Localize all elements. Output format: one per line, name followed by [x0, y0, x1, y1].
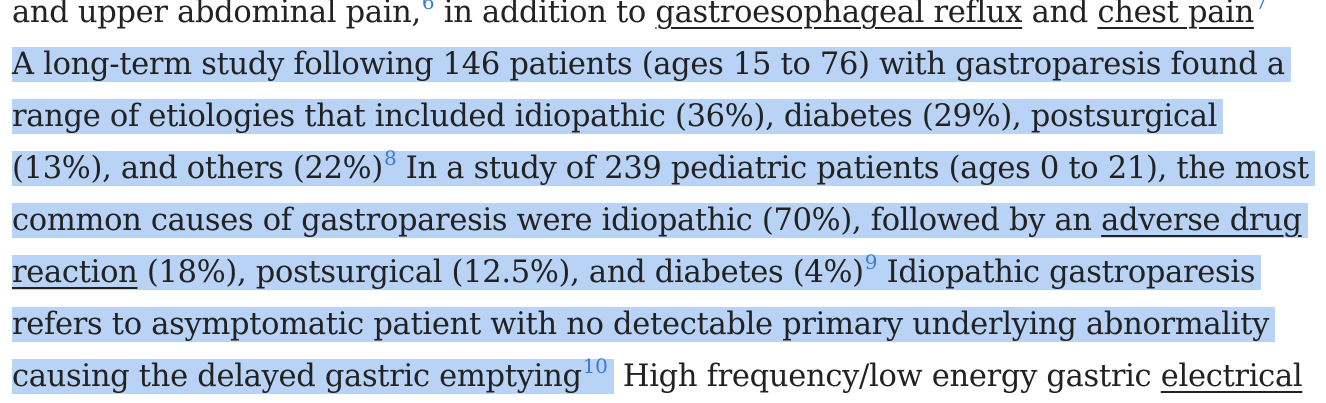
link-chest-pain[interactable]: chest pain	[1097, 0, 1254, 30]
reference-link-10[interactable]: 10	[582, 354, 608, 378]
reference-link-9[interactable]: 9	[864, 250, 878, 274]
link-adverse-drug-reaction-cont[interactable]: reaction	[12, 255, 138, 290]
paragraph-line-5: common causes of gastroparesis were idio…	[12, 195, 1312, 247]
text-run: In a study of 239 pediatric patients (ag…	[396, 151, 1309, 186]
selected-text: range of etiologies that included idiopa…	[12, 99, 1224, 134]
paragraph-line-4: (13%), and others (22%)8 In a study of 2…	[12, 143, 1315, 195]
selected-text: (13%), and others (22%)8 In a study of 2…	[12, 148, 1315, 186]
selected-text: refers to asymptomatic patient with no d…	[12, 307, 1276, 342]
text-run: common causes of gastroparesis were idio…	[12, 203, 1102, 238]
paragraph-line-2: A long-term study following 146 patients…	[12, 39, 1312, 91]
selected-text: reaction (18%), postsurgical (12.5%), an…	[12, 252, 1262, 290]
paragraph-line-8: causing the delayed gastric emptying10 H…	[12, 351, 1312, 403]
reference-link-8[interactable]: 8	[383, 146, 397, 170]
text-run: High frequency/low energy gastric	[613, 359, 1161, 394]
paragraph-line-7: refers to asymptomatic patient with no d…	[12, 299, 1312, 351]
paragraph-line-1: and upper abdominal pain,6 in addition t…	[12, 0, 1312, 39]
text-run: (18%), postsurgical (12.5%), and diabete…	[137, 255, 864, 290]
article-body: and upper abdominal pain,6 in addition t…	[12, 0, 1315, 403]
selected-text: common causes of gastroparesis were idio…	[12, 203, 1308, 238]
text-run: (13%), and others (22%)	[12, 151, 383, 186]
selected-text: A long-term study following 146 patients…	[12, 47, 1291, 82]
link-gastroesophageal-reflux[interactable]: gastroesophageal reflux	[655, 0, 1023, 30]
paragraph-line-3: range of etiologies that included idiopa…	[12, 91, 1312, 143]
text-run: and	[1022, 0, 1098, 30]
text-run: in addition to	[434, 0, 656, 30]
reference-link-6[interactable]: 6	[421, 0, 435, 14]
text-run: and upper abdominal pain,	[12, 0, 421, 30]
paragraph-line-6: reaction (18%), postsurgical (12.5%), an…	[12, 247, 1312, 299]
selected-text: causing the delayed gastric emptying10	[12, 356, 614, 394]
text-run: Idiopathic gastroparesis	[877, 255, 1256, 290]
link-adverse-drug-reaction[interactable]: adverse drug	[1101, 203, 1302, 238]
link-electrical[interactable]: electrical	[1160, 359, 1303, 394]
text-run: causing the delayed gastric emptying	[12, 359, 582, 394]
reference-link-7[interactable]: 7	[1254, 0, 1268, 14]
